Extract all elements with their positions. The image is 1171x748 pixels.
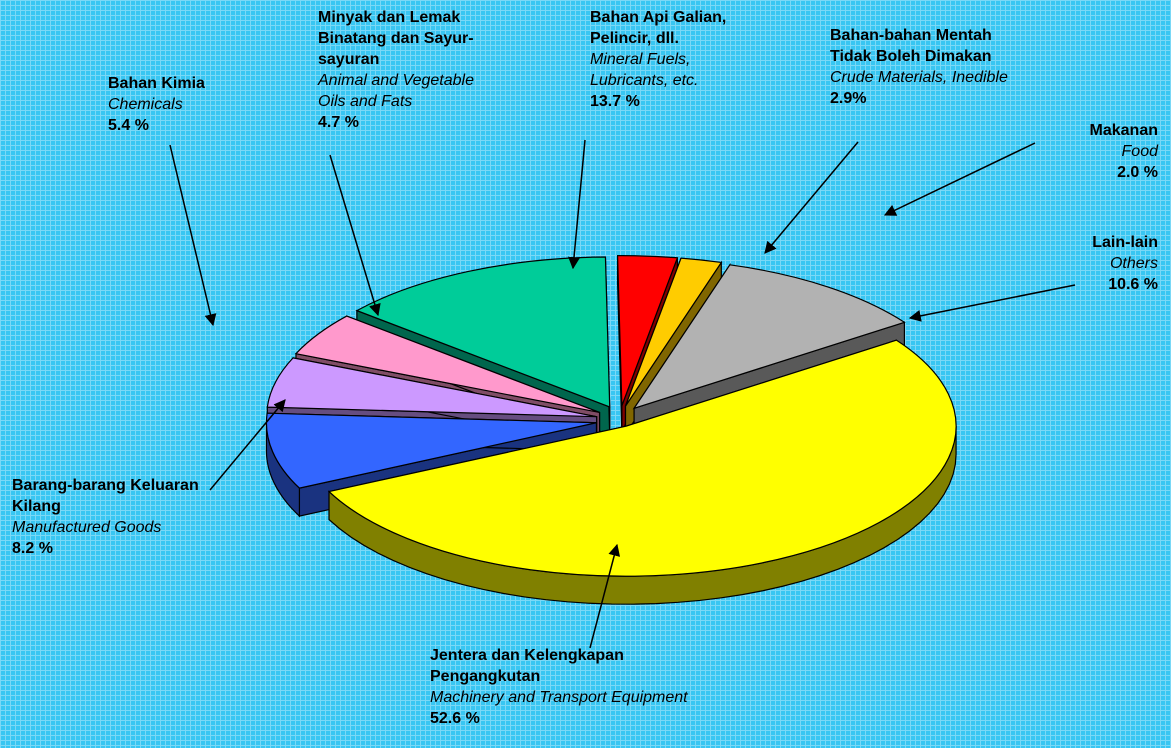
category-label: Lain-lain <box>1092 234 1158 251</box>
leader-line <box>908 284 1076 322</box>
category-label-en: Food <box>1122 143 1160 160</box>
category-label: Bahan Kimia <box>108 75 205 92</box>
category-label: Jentera dan Kelengkapan <box>430 647 624 664</box>
value-label: 5.4 % <box>108 117 149 134</box>
category-label-en: Crude Materials, Inedible <box>830 69 1008 86</box>
category-label: Makanan <box>1090 122 1158 139</box>
value-label: 52.6 % <box>430 710 480 727</box>
category-label-en: Others <box>1110 255 1158 272</box>
category-label-en: Manufactured Goods <box>12 519 161 536</box>
leader-line <box>764 141 859 254</box>
category-label: Barang-barang Keluaran <box>12 477 199 494</box>
slice <box>266 357 597 418</box>
value-label: 10.6 % <box>1108 276 1158 293</box>
category-label: Binatang dan Sayur- <box>318 30 474 47</box>
category-label-en: Lubricants, etc. <box>590 72 699 89</box>
slice <box>294 315 600 414</box>
value-label: 2.0 % <box>1117 164 1158 181</box>
slice <box>632 264 906 410</box>
leader-line <box>329 154 381 317</box>
category-label: Pengangkutan <box>430 668 540 685</box>
slice <box>624 257 723 407</box>
category-label: sayuran <box>318 51 379 68</box>
slice <box>327 339 957 577</box>
category-label: Kilang <box>12 498 61 515</box>
category-label: Pelincir, dll. <box>590 30 679 47</box>
category-label-en: Oils and Fats <box>318 93 412 110</box>
leader-line <box>169 144 217 327</box>
category-label: Bahan-bahan Mentah <box>830 27 992 44</box>
category-label-en: Chemicals <box>108 96 183 113</box>
leader-line <box>589 543 621 649</box>
value-label: 8.2 % <box>12 540 53 557</box>
labels: Jentera dan Kelengkapan Pengangkutan Machi… <box>12 9 1159 727</box>
category-label-en: Machinery and Transport Equipment <box>430 689 688 706</box>
value-label: 13.7 % <box>590 93 640 110</box>
category-label: Tidak Boleh Dimakan <box>830 48 992 65</box>
pie <box>265 255 957 605</box>
value-label: 4.7 % <box>318 114 359 131</box>
category-label-en: Animal and Vegetable <box>317 72 474 89</box>
leader-line <box>209 399 286 491</box>
leader-line <box>883 142 1036 216</box>
leader-line <box>568 139 586 270</box>
slice <box>265 412 597 489</box>
category-label: Minyak dan Lemak <box>318 9 460 26</box>
value-label: 2.9% <box>830 90 866 107</box>
category-label: Bahan Api Galian, <box>590 9 726 26</box>
slice <box>616 255 679 406</box>
category-label-en: Mineral Fuels, <box>590 51 690 68</box>
